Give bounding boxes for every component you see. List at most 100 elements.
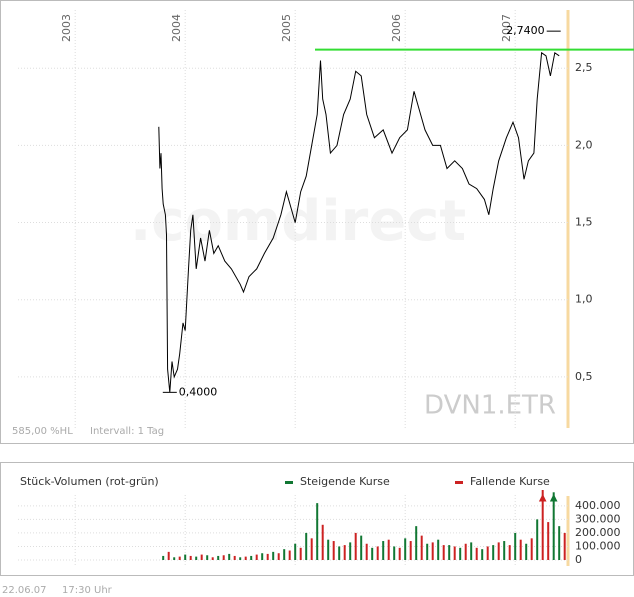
volume-bar — [283, 549, 286, 560]
info: 585,00 %HL — [12, 426, 73, 437]
price-panel — [0, 0, 634, 444]
x-tick-label: 2006 — [390, 14, 403, 42]
volume-bar — [387, 539, 390, 560]
legend-swatch — [285, 481, 293, 484]
volume-bar — [398, 547, 401, 560]
volume-bar — [316, 503, 319, 560]
volume-bar — [266, 553, 269, 560]
volume-bar — [514, 532, 517, 560]
volume-bar — [305, 532, 308, 560]
footer-time: 17:30 Uhr — [62, 585, 113, 596]
volume-bar — [211, 557, 214, 560]
volume-bar — [558, 526, 561, 560]
volume-bar — [508, 545, 511, 560]
volume-bar — [217, 555, 220, 560]
y-tick-label: 2,0 — [575, 138, 593, 151]
volume-bar — [200, 554, 203, 560]
x-tick-label: 2007 — [500, 14, 513, 42]
volume-bar — [250, 555, 253, 560]
volume-bar — [393, 546, 396, 560]
volume-bar — [503, 541, 506, 560]
volume-bar — [338, 546, 341, 560]
legend-swatch — [455, 481, 463, 484]
volume-bar — [376, 546, 379, 560]
volume-bar — [541, 490, 544, 560]
volume-bar — [519, 539, 522, 560]
volume-bar — [184, 554, 187, 560]
volume-bar — [530, 538, 533, 560]
volume-bar — [415, 526, 418, 560]
legend-label: Steigende Kurse — [300, 475, 390, 488]
volume-bar — [206, 555, 209, 560]
volume-bar — [354, 532, 357, 560]
volume-bar — [453, 546, 456, 560]
y-tick-label: 400.000 — [575, 499, 621, 512]
volume-bar — [563, 532, 566, 560]
y-tick-label: 0,5 — [575, 370, 593, 383]
y-tick-label: 100.000 — [575, 539, 621, 552]
volume-bar — [371, 547, 374, 560]
volume-bar — [464, 543, 467, 560]
volume-bar — [442, 545, 445, 560]
footer-date: 22.06.07 — [2, 585, 47, 596]
volume-title: Stück-Volumen (rot-grün) — [20, 475, 159, 488]
volume-bar — [486, 546, 489, 560]
volume-bar — [382, 541, 385, 560]
volume-bar — [409, 541, 412, 560]
volume-bar — [277, 553, 280, 560]
volume-bar — [426, 543, 429, 560]
volume-bar — [244, 556, 247, 560]
volume-bar — [431, 542, 434, 560]
overflow-arrow — [538, 493, 547, 509]
y-tick-label: 200.000 — [575, 526, 621, 539]
volume-bar — [332, 541, 335, 560]
volume-bar — [470, 542, 473, 560]
volume-bar — [420, 535, 423, 560]
logo-watermark: .comdirect — [130, 189, 466, 254]
volume-bar — [552, 492, 555, 560]
volume-bar — [233, 555, 236, 560]
volume-bar — [365, 543, 368, 560]
bars — [162, 490, 566, 560]
volume-bar — [536, 519, 539, 560]
annotation-label: 0,4000 — [179, 385, 218, 398]
x-tick-label: 2004 — [170, 14, 183, 42]
volume-bar — [195, 556, 198, 560]
volume-bar — [360, 535, 363, 560]
y-tick-label: 1,0 — [575, 293, 593, 306]
legend-label: Fallende Kurse — [470, 475, 550, 488]
volume-bar — [475, 547, 478, 560]
volume-bar — [321, 524, 324, 560]
volume-bar — [167, 551, 170, 560]
volume-bar — [459, 547, 462, 560]
overflow-arrow — [549, 493, 558, 509]
volume-bar — [272, 551, 275, 560]
volume-bar — [228, 553, 231, 560]
volume-bar — [343, 545, 346, 560]
y-tick-label: 0 — [575, 553, 582, 566]
volume-bar — [492, 545, 495, 560]
volume-bar — [404, 538, 407, 560]
volume-bar — [349, 542, 352, 560]
info: Intervall: 1 Tag — [90, 426, 164, 437]
volume-bar — [189, 555, 192, 560]
volume-bar — [547, 522, 550, 560]
volume-bar — [310, 538, 313, 560]
volume-bar — [448, 545, 451, 560]
y-tick-label: 1,5 — [575, 216, 593, 229]
symbol-watermark: DVN1.ETR — [424, 391, 556, 421]
volume-bar — [261, 553, 264, 560]
y-tick-label: 300.000 — [575, 512, 621, 525]
y-tick-label: 2,5 — [575, 61, 593, 74]
x-tick-label: 2005 — [280, 14, 293, 42]
volume-bar — [173, 557, 176, 560]
volume-bar — [294, 543, 297, 560]
volume-bar — [327, 539, 330, 560]
volume-bar — [162, 555, 165, 560]
volume-bar — [239, 557, 242, 560]
volume-bar — [481, 549, 484, 560]
volume-bar — [437, 539, 440, 560]
volume-bar — [525, 543, 528, 560]
price-line — [158, 51, 560, 393]
